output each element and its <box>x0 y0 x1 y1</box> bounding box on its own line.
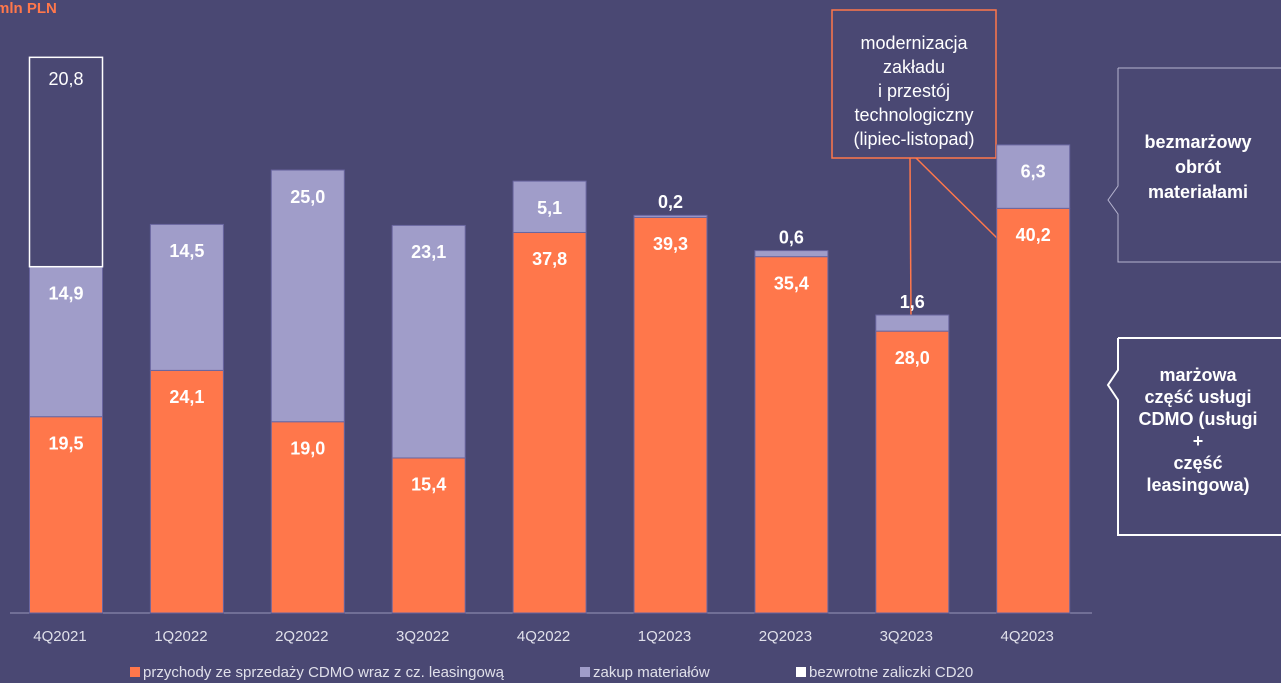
bracket <box>1106 337 1281 536</box>
value-label: 25,0 <box>290 187 325 207</box>
value-label: 23,1 <box>411 242 446 262</box>
bar-segment <box>754 250 829 258</box>
legend-label: zakup materiałów <box>593 664 710 681</box>
value-label: 19,0 <box>290 438 325 458</box>
value-label: 39,3 <box>653 234 688 254</box>
annotation-text: modernizacja <box>860 33 968 53</box>
chart-title: mln PLN <box>0 0 57 17</box>
value-label: 1,6 <box>900 292 925 312</box>
annotation-text: zakładu <box>883 57 945 77</box>
bar-segment <box>512 180 587 233</box>
annotation-text: (lipiec-listopad) <box>853 129 974 149</box>
annotation-text: i przestój <box>878 81 950 101</box>
value-label: 14,5 <box>169 241 204 261</box>
value-label: 20,8 <box>48 69 83 89</box>
bar-segment <box>270 169 345 423</box>
bracket-text: CDMO (usługi <box>1139 409 1258 429</box>
annotation-line <box>915 157 998 239</box>
bar-segment <box>633 216 708 614</box>
x-tick-label: 4Q2022 <box>517 628 570 645</box>
bracket-text: część <box>1173 453 1222 473</box>
legend-label: bezwrotne zaliczki CD20 <box>809 664 973 681</box>
x-tick-label: 1Q2023 <box>638 628 691 645</box>
value-label: 28,0 <box>895 348 930 368</box>
annotation-box <box>831 9 997 159</box>
bracket-text: leasingowa) <box>1146 475 1249 495</box>
legend-swatch <box>130 667 140 677</box>
bar-segment <box>754 256 829 614</box>
value-label: 0,6 <box>779 227 804 247</box>
bar-segment <box>875 330 950 614</box>
bracket-text: część usługi <box>1144 387 1251 407</box>
value-label: 19,5 <box>48 433 83 453</box>
legend-swatch <box>796 667 806 677</box>
bracket <box>1107 67 1281 263</box>
value-label: 37,8 <box>532 249 567 269</box>
x-tick-label: 4Q2023 <box>1001 628 1054 645</box>
bar-segment <box>270 421 345 614</box>
bracket-text: bezmarżowy <box>1144 132 1251 152</box>
x-tick-label: 3Q2023 <box>880 628 933 645</box>
annotation-line <box>909 157 912 317</box>
bar-segment <box>29 266 103 418</box>
bar-segment <box>391 457 466 614</box>
bar-segment <box>875 314 950 332</box>
bar-segment <box>149 369 224 614</box>
bar-segment <box>28 56 104 268</box>
value-label: 14,9 <box>48 283 83 303</box>
bracket-text: marżowa <box>1159 365 1237 385</box>
value-label: 24,1 <box>169 387 204 407</box>
bar-segment <box>996 144 1071 209</box>
value-label: 35,4 <box>774 273 809 293</box>
bar-segment <box>149 223 224 371</box>
legend-swatch <box>580 667 590 677</box>
value-label: 5,1 <box>537 198 562 218</box>
x-tick-label: 1Q2022 <box>154 628 207 645</box>
bracket-text: materiałami <box>1148 182 1248 202</box>
x-tick-label: 2Q2023 <box>759 628 812 645</box>
bracket-text: + <box>1193 431 1204 451</box>
value-label: 40,2 <box>1016 225 1051 245</box>
value-label: 0,2 <box>658 192 683 212</box>
x-tick-label: 2Q2022 <box>275 628 328 645</box>
bar-segment <box>391 224 466 459</box>
annotation-text: technologiczny <box>854 105 973 125</box>
bar-segment <box>996 207 1071 614</box>
value-label: 15,4 <box>411 475 446 495</box>
x-tick-label: 4Q2021 <box>33 628 86 645</box>
bracket-text: obrót <box>1175 157 1221 177</box>
bar-segment <box>29 416 103 614</box>
value-label: 6,3 <box>1021 162 1046 182</box>
x-tick-label: 3Q2022 <box>396 628 449 645</box>
bar-segment <box>512 231 587 614</box>
bar-segment <box>633 214 708 218</box>
legend-label: przychody ze sprzedaży CDMO wraz z cz. l… <box>143 664 505 681</box>
